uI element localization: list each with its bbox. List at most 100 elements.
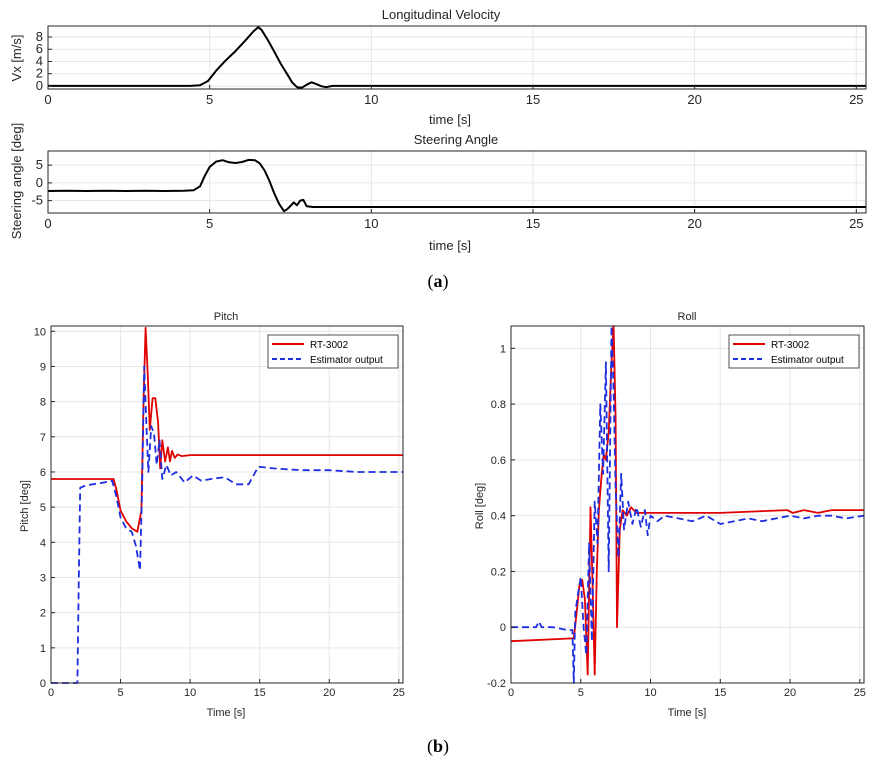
pitch-ytick-label-8: 8: [40, 397, 46, 409]
pitch-xtick-label-0: 0: [48, 687, 54, 699]
pitch-chart: Pitch Time [s] Pitch [deg] 0 5 10 15 20 25012…: [19, 311, 405, 719]
pitch-ytick-label-7: 7: [40, 432, 46, 444]
vx-grid: [47, 26, 866, 89]
vx-ytick-label-4: 8: [36, 29, 43, 44]
roll-ytick-label-6: 1: [500, 343, 506, 355]
steer-ticks: 0 5 10 15 20 25-505: [31, 157, 863, 231]
pitch-legend-box: [267, 334, 399, 369]
steer-grid: [47, 151, 866, 213]
longitudinal-velocity-chart: Longitudinal Velocity time [s] Vx [m/s] …: [9, 7, 867, 127]
pitch-ytick-label-0: 0: [40, 678, 46, 690]
caption-b-open: (: [427, 736, 433, 757]
steer-xtick-label-0: 0: [44, 216, 51, 231]
roll-xtick-label-2: 10: [644, 687, 656, 699]
roll-legend-label-estimator: Estimator output: [771, 355, 844, 366]
roll-xtick-label-1: 5: [578, 687, 584, 699]
roll-ylabel: Roll [deg]: [474, 483, 486, 529]
pitch-ytick-label-2: 2: [40, 608, 46, 620]
steer-ytick-label-0: -5: [31, 193, 43, 208]
roll-xtick-label-3: 15: [714, 687, 726, 699]
pitch-legend: RT-3002 Estimator output: [267, 334, 399, 369]
vx-title: Longitudinal Velocity: [382, 7, 501, 22]
roll-ytick-label-1: 0: [500, 622, 506, 634]
roll-ytick-label-0: -0.2: [487, 678, 506, 690]
vx-series-primary: [48, 26, 866, 89]
pitch-ytick-label-9: 9: [40, 361, 46, 373]
pitch-xtick-label-4: 20: [323, 687, 335, 699]
roll-xtick-label-0: 0: [508, 687, 514, 699]
vx-ytick-label-1: 2: [36, 66, 43, 81]
pitch-xtick-label-2: 10: [184, 687, 196, 699]
steer-ytick-label-1: 0: [36, 175, 43, 190]
pitch-ytick-label-1: 1: [40, 643, 46, 655]
vx-ytick-label-0: 0: [36, 78, 43, 93]
vx-xtick-label-4: 20: [687, 92, 701, 107]
pitch-ytick-label-3: 3: [40, 572, 46, 584]
roll-xtick-label-4: 20: [784, 687, 796, 699]
vx-xtick-label-1: 5: [206, 92, 213, 107]
roll-ytick-label-4: 0.6: [491, 455, 506, 467]
steer-ytick-label-2: 5: [36, 157, 43, 172]
caption-a: (a): [428, 271, 449, 292]
roll-xtick-label-5: 25: [854, 687, 866, 699]
pitch-series: [51, 326, 403, 684]
roll-ticks: 0 5 10 15 20 25-0.200.20.40.60.81: [487, 343, 866, 699]
roll-series-secondary: [511, 325, 865, 684]
vx-series: [48, 26, 866, 89]
steer-xtick-label-1: 5: [206, 216, 213, 231]
roll-xlabel: Time [s]: [668, 707, 707, 719]
vx-axes-box: [47, 25, 867, 90]
vx-ytick-label-3: 6: [36, 41, 43, 56]
caption-a-close: ): [443, 271, 449, 292]
caption-b-letter: b: [433, 736, 443, 756]
pitch-ytick-label-4: 4: [40, 537, 46, 549]
steer-axes-box: [47, 150, 867, 214]
roll-axes-box: [510, 325, 865, 684]
roll-title: Roll: [678, 311, 697, 323]
caption-b-close: ): [443, 736, 449, 757]
roll-ytick-label-2: 0.2: [491, 566, 506, 578]
steer-series-primary: [47, 158, 866, 213]
steer-series: [47, 158, 866, 213]
vx-xtick-label-3: 15: [526, 92, 540, 107]
vx-xtick-label-2: 10: [364, 92, 378, 107]
pitch-axes-box: [50, 325, 404, 684]
roll-ytick-label-3: 0.4: [491, 511, 506, 523]
pitch-xtick-label-3: 15: [254, 687, 266, 699]
pitch-title: Pitch: [214, 311, 238, 323]
caption-b: (b): [427, 736, 449, 757]
pitch-ytick-label-10: 10: [34, 326, 46, 338]
roll-series: [510, 325, 865, 684]
steering-angle-chart: Steering Angle time [s] Steering angle […: [9, 123, 867, 253]
vx-ylabel: Vx [m/s]: [9, 35, 24, 82]
roll-series-primary: [510, 325, 864, 676]
steer-xtick-label-2: 10: [364, 216, 378, 231]
pitch-series-primary: [51, 326, 403, 533]
vx-ytick-label-2: 4: [36, 53, 43, 68]
pitch-legend-label-rt3002: RT-3002: [310, 340, 349, 351]
roll-legend-label-rt3002: RT-3002: [771, 340, 810, 351]
caption-a-open: (: [428, 271, 434, 292]
pitch-xtick-label-1: 5: [118, 687, 124, 699]
pitch-xlabel: Time [s]: [207, 707, 246, 719]
steer-xtick-label-4: 20: [687, 216, 701, 231]
vx-xlabel: time [s]: [429, 112, 471, 127]
pitch-series-secondary: [51, 365, 403, 684]
roll-legend-box: [728, 334, 860, 369]
steer-ylabel: Steering angle [deg]: [9, 123, 24, 239]
roll-ytick-label-5: 0.8: [491, 399, 506, 411]
pitch-xtick-label-5: 25: [393, 687, 405, 699]
pitch-ticks: 0 5 10 15 20 25 0 1 2 3 4 5 6 7 8 9 10: [34, 326, 405, 699]
pitch-grid: [50, 326, 403, 684]
steer-title: Steering Angle: [414, 132, 499, 147]
roll-chart: Roll Time [s] Roll [deg] 0 5 10 15 20 25-0.20…: [474, 311, 866, 719]
pitch-ytick-label-5: 5: [40, 502, 46, 514]
caption-a-letter: a: [434, 271, 443, 291]
pitch-ylabel: Pitch [deg]: [19, 480, 31, 532]
vx-xtick-label-0: 0: [44, 92, 51, 107]
steer-xtick-label-5: 25: [849, 216, 863, 231]
roll-legend: RT-3002 Estimator output: [728, 334, 860, 369]
pitch-legend-label-estimator: Estimator output: [310, 355, 383, 366]
